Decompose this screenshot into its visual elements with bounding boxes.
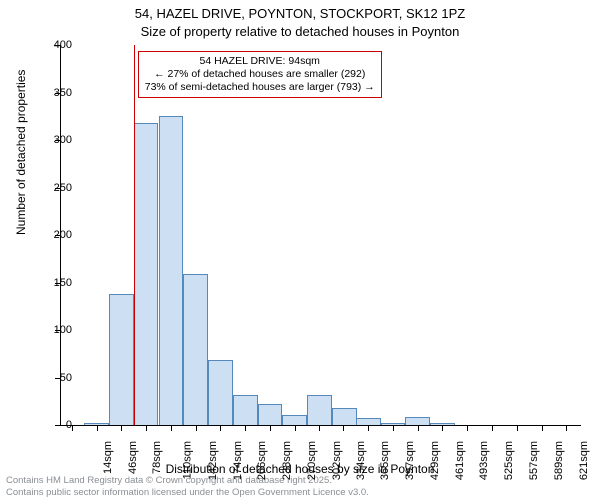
x-tick-label: 334sqm xyxy=(356,441,368,480)
x-tick-label: 14sqm xyxy=(102,441,114,474)
x-tick xyxy=(343,425,344,431)
x-tick xyxy=(270,425,271,431)
histogram-bar xyxy=(208,360,233,425)
x-tick-label: 365sqm xyxy=(380,441,392,480)
x-tick xyxy=(442,425,443,431)
histogram-bar xyxy=(356,418,381,425)
chart-title-line2: Size of property relative to detached ho… xyxy=(0,24,600,39)
histogram-bar xyxy=(233,395,258,425)
x-tick xyxy=(196,425,197,431)
x-tick-label: 589sqm xyxy=(553,441,565,480)
chart-container: 54, HAZEL DRIVE, POYNTON, STOCKPORT, SK1… xyxy=(0,0,600,500)
x-tick-label: 174sqm xyxy=(232,441,244,480)
x-tick xyxy=(121,425,122,431)
x-tick xyxy=(295,425,296,431)
x-tick xyxy=(245,425,246,431)
x-tick-label: 397sqm xyxy=(404,441,416,480)
histogram-bar xyxy=(183,274,208,425)
x-tick xyxy=(146,425,147,431)
histogram-bar xyxy=(405,417,430,425)
histogram-bar xyxy=(307,395,332,425)
histogram-bar xyxy=(282,415,307,425)
y-tick-label: 50 xyxy=(42,372,72,384)
x-tick-label: 206sqm xyxy=(257,441,269,480)
x-tick xyxy=(171,425,172,431)
x-tick xyxy=(492,425,493,431)
x-tick xyxy=(542,425,543,431)
x-tick xyxy=(517,425,518,431)
x-tick-label: 493sqm xyxy=(479,441,491,480)
x-tick-label: 46sqm xyxy=(127,441,139,474)
histogram-bar xyxy=(159,116,184,425)
x-tick xyxy=(97,425,98,431)
y-axis-title: Number of detached properties xyxy=(14,70,28,235)
x-tick-label: 429sqm xyxy=(429,441,441,480)
y-tick-label: 400 xyxy=(42,39,72,51)
annotation-box: 54 HAZEL DRIVE: 94sqm ← 27% of detached … xyxy=(138,51,382,98)
x-tick xyxy=(368,425,369,431)
y-tick-label: 250 xyxy=(42,182,72,194)
x-tick-label: 461sqm xyxy=(454,441,466,480)
marker-line xyxy=(134,45,135,425)
y-tick-label: 200 xyxy=(42,229,72,241)
histogram-bar xyxy=(109,294,134,425)
histogram-bar xyxy=(332,408,357,425)
x-tick-label: 302sqm xyxy=(331,441,343,480)
annotation-line1: 54 HAZEL DRIVE: 94sqm xyxy=(145,55,375,68)
footer-line2: Contains public sector information licen… xyxy=(6,487,369,498)
x-tick xyxy=(393,425,394,431)
x-tick xyxy=(467,425,468,431)
chart-title-line1: 54, HAZEL DRIVE, POYNTON, STOCKPORT, SK1… xyxy=(0,6,600,21)
y-tick-label: 300 xyxy=(42,134,72,146)
y-tick-label: 150 xyxy=(42,277,72,289)
x-tick-label: 525sqm xyxy=(503,441,515,480)
x-tick-label: 621sqm xyxy=(578,441,590,480)
histogram-bar xyxy=(134,123,159,425)
x-tick-label: 78sqm xyxy=(151,441,163,474)
x-tick-label: 142sqm xyxy=(207,441,219,480)
x-tick xyxy=(220,425,221,431)
x-tick xyxy=(418,425,419,431)
x-tick-label: 110sqm xyxy=(181,441,193,479)
annotation-line2: ← 27% of detached houses are smaller (29… xyxy=(145,68,375,81)
annotation-line3: 73% of semi-detached houses are larger (… xyxy=(145,81,375,94)
y-tick-label: 0 xyxy=(42,419,72,431)
plot-area: 54 HAZEL DRIVE: 94sqm ← 27% of detached … xyxy=(60,45,581,426)
x-tick xyxy=(319,425,320,431)
x-tick-label: 238sqm xyxy=(281,441,293,480)
y-tick-label: 100 xyxy=(42,324,72,336)
x-tick-label: 557sqm xyxy=(528,441,540,480)
y-tick-label: 350 xyxy=(42,87,72,99)
histogram-bar xyxy=(258,404,283,425)
x-tick-label: 270sqm xyxy=(306,441,318,480)
x-tick xyxy=(566,425,567,431)
